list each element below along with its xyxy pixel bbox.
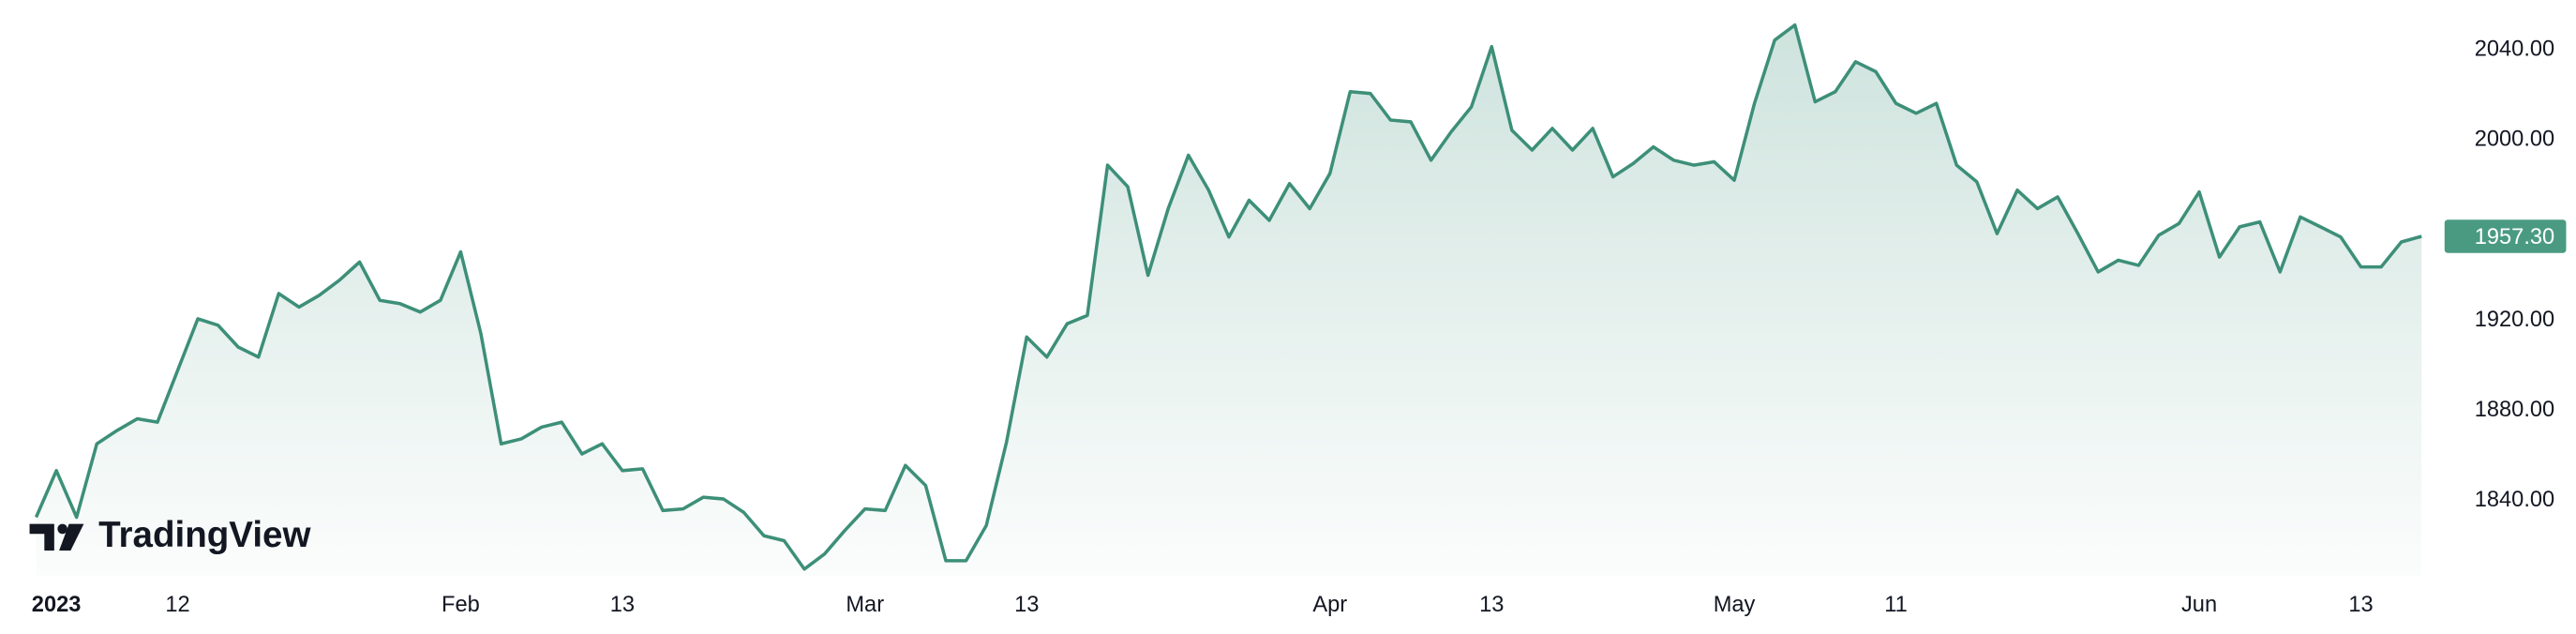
y-tick-label: 1880.00 — [2475, 397, 2554, 422]
logo-icon — [57, 523, 67, 535]
x-tick-label: Jun — [2181, 592, 2217, 617]
logo-icon — [59, 523, 84, 551]
last-price-badge — [2444, 219, 2567, 253]
x-tick-label: 13 — [1479, 592, 1504, 617]
x-tick-label: May — [1714, 592, 1756, 617]
x-tick-label: 13 — [2348, 592, 2373, 617]
x-tick-label: 13 — [610, 592, 635, 617]
y-tick-label: 2000.00 — [2475, 127, 2554, 152]
x-tick-label: Feb — [442, 592, 480, 617]
price-line — [34, 23, 2422, 571]
y-tick-label: 1840.00 — [2475, 487, 2554, 512]
x-tick-label: Apr — [1312, 592, 1347, 617]
logo-text: TradingView — [98, 515, 311, 555]
logo-icon — [29, 523, 54, 551]
logo[interactable]: TradingView — [29, 515, 312, 555]
x-tick-label: 2023 — [32, 592, 82, 617]
y-tick-label: 2040.00 — [2475, 37, 2554, 62]
x-tick-label: Mar — [846, 592, 884, 617]
x-tick-label: 13 — [1014, 592, 1039, 617]
last-price-label: 1957.30 — [2475, 224, 2554, 249]
y-tick-label: 1920.00 — [2475, 307, 2554, 332]
area-fill — [36, 24, 2422, 576]
x-tick-label: 12 — [165, 592, 189, 617]
x-tick-label: 11 — [1884, 592, 1908, 617]
